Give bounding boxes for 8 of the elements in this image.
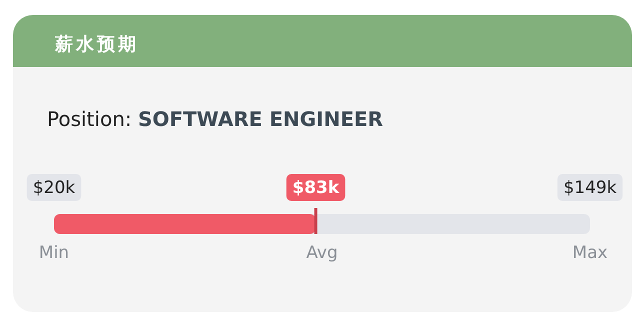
x-tick-label: $149k: [563, 178, 617, 198]
chart-subtitle: Position: SOFTWARE ENGINEER: [47, 107, 384, 131]
chart-title: 薪水预期: [54, 34, 139, 55]
ref-line-label: $83k: [292, 178, 340, 198]
text: Max: [572, 243, 608, 263]
x-tick-label: $20k: [32, 178, 76, 198]
text: Min: [38, 243, 70, 263]
text: Avg: [306, 243, 338, 263]
